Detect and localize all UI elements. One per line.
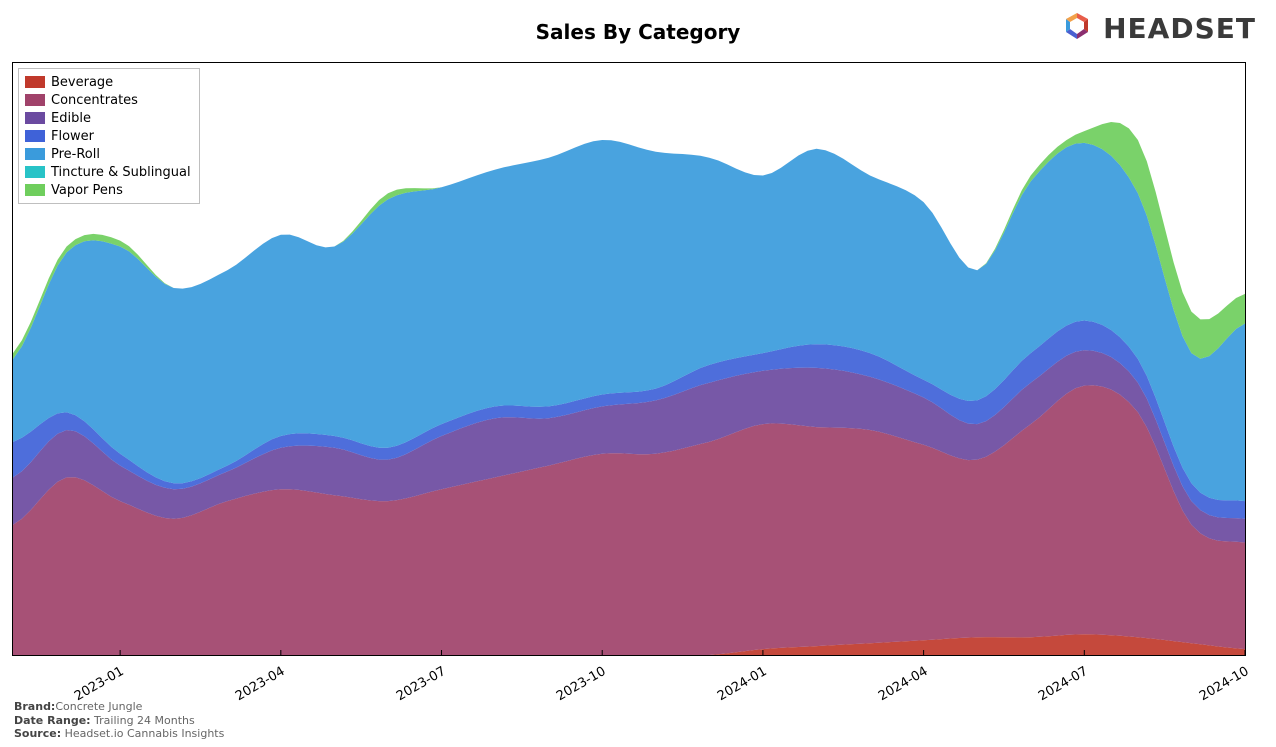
x-tick-label: 2024-07 (1014, 664, 1091, 717)
headset-logo: HEADSET (1059, 10, 1256, 46)
footer-brand: Brand:Concrete Jungle (14, 700, 224, 714)
legend-swatch (25, 184, 45, 196)
chart-container: Sales By Category HEADSET BeverageConcen… (0, 0, 1276, 747)
footer-daterange: Date Range: Trailing 24 Months (14, 714, 224, 728)
chart-footer: Brand:Concrete Jungle Date Range: Traili… (14, 700, 224, 741)
x-axis-labels: 2023-012023-042023-072023-102024-012024-… (12, 656, 1244, 696)
legend-item: Flower (25, 127, 191, 145)
legend-label: Tincture & Sublingual (51, 165, 191, 180)
legend-item: Vapor Pens (25, 181, 191, 199)
legend-label: Edible (51, 111, 91, 126)
x-tick-label: 2023-10 (532, 664, 609, 717)
legend-swatch (25, 112, 45, 124)
legend-label: Beverage (51, 75, 113, 90)
legend-item: Tincture & Sublingual (25, 163, 191, 181)
legend-label: Pre-Roll (51, 147, 100, 162)
legend-swatch (25, 166, 45, 178)
x-tick-label: 2024-01 (693, 664, 770, 717)
legend-swatch (25, 76, 45, 88)
legend: Beverage Concentrates Edible Flower Pre-Roll… (18, 68, 200, 204)
x-tick-label: 2024-10 (1175, 664, 1252, 717)
legend-item: Pre-Roll (25, 145, 191, 163)
legend-label: Flower (51, 129, 94, 144)
legend-swatch (25, 148, 45, 160)
footer-source: Source: Headset.io Cannabis Insights (14, 727, 224, 741)
logo-icon (1059, 10, 1095, 46)
logo-text: HEADSET (1103, 12, 1256, 45)
x-tick-label: 2024-04 (853, 664, 930, 717)
legend-swatch (25, 130, 45, 142)
legend-swatch (25, 94, 45, 106)
x-tick-label: 2023-07 (371, 664, 448, 717)
legend-label: Concentrates (51, 93, 138, 108)
legend-item: Edible (25, 109, 191, 127)
legend-label: Vapor Pens (51, 183, 123, 198)
legend-item: Beverage (25, 73, 191, 91)
legend-item: Concentrates (25, 91, 191, 109)
